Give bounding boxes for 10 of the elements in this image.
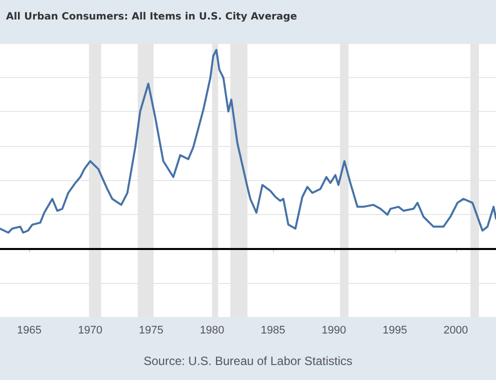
chart-title: All Urban Consumers: All Items in U.S. City Average	[6, 12, 298, 22]
x-tick-label: 2000	[444, 324, 468, 336]
x-tick-label: 1985	[260, 324, 286, 336]
x-tick-label: 1970	[78, 324, 102, 336]
x-tick-label: 1965	[17, 324, 42, 336]
x-tick-label: 1990	[322, 324, 346, 336]
x-tick-label: 1980	[200, 324, 224, 336]
source-note: Source: U.S. Bureau of Labor Statistics	[144, 354, 352, 368]
x-tick-label: 1975	[138, 324, 164, 336]
x-tick-label: 1995	[382, 324, 408, 336]
